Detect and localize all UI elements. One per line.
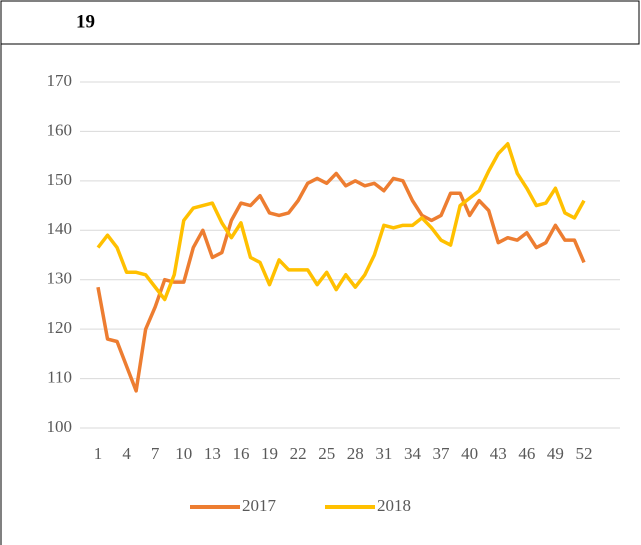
line-series — [96, 171, 586, 393]
y-tick-label: 140 — [47, 219, 73, 238]
y-tick-label: 130 — [47, 269, 73, 288]
header-cell — [0, 0, 640, 45]
legend-label: 2017 — [242, 496, 277, 515]
x-tick-label: 1 — [94, 444, 103, 463]
y-tick-label: 120 — [47, 318, 73, 337]
x-tick-label: 52 — [576, 444, 593, 463]
x-tick-label: 10 — [175, 444, 192, 463]
x-tick-label: 40 — [461, 444, 478, 463]
x-tick-label: 7 — [151, 444, 160, 463]
y-tick-label: 170 — [47, 71, 73, 90]
x-tick-label: 22 — [290, 444, 307, 463]
legend-label: 2018 — [377, 496, 411, 515]
x-tick-label: 31 — [375, 444, 392, 463]
line-series — [96, 142, 586, 302]
x-tick-label: 46 — [518, 444, 535, 463]
header-title: 19 — [76, 11, 95, 32]
x-tick-label: 49 — [547, 444, 564, 463]
x-tick-label: 16 — [232, 444, 249, 463]
x-tick-label: 19 — [261, 444, 278, 463]
y-tick-label: 150 — [47, 170, 73, 189]
x-tick-label: 37 — [433, 444, 451, 463]
y-tick-label: 100 — [47, 417, 73, 436]
x-tick-label: 25 — [318, 444, 335, 463]
x-tick-label: 4 — [122, 444, 131, 463]
x-tick-label: 43 — [490, 444, 507, 463]
x-tick-label: 28 — [347, 444, 364, 463]
y-tick-label: 160 — [47, 120, 73, 139]
x-tick-label: 13 — [204, 444, 221, 463]
x-tick-label: 34 — [404, 444, 422, 463]
y-tick-label: 110 — [47, 367, 72, 386]
